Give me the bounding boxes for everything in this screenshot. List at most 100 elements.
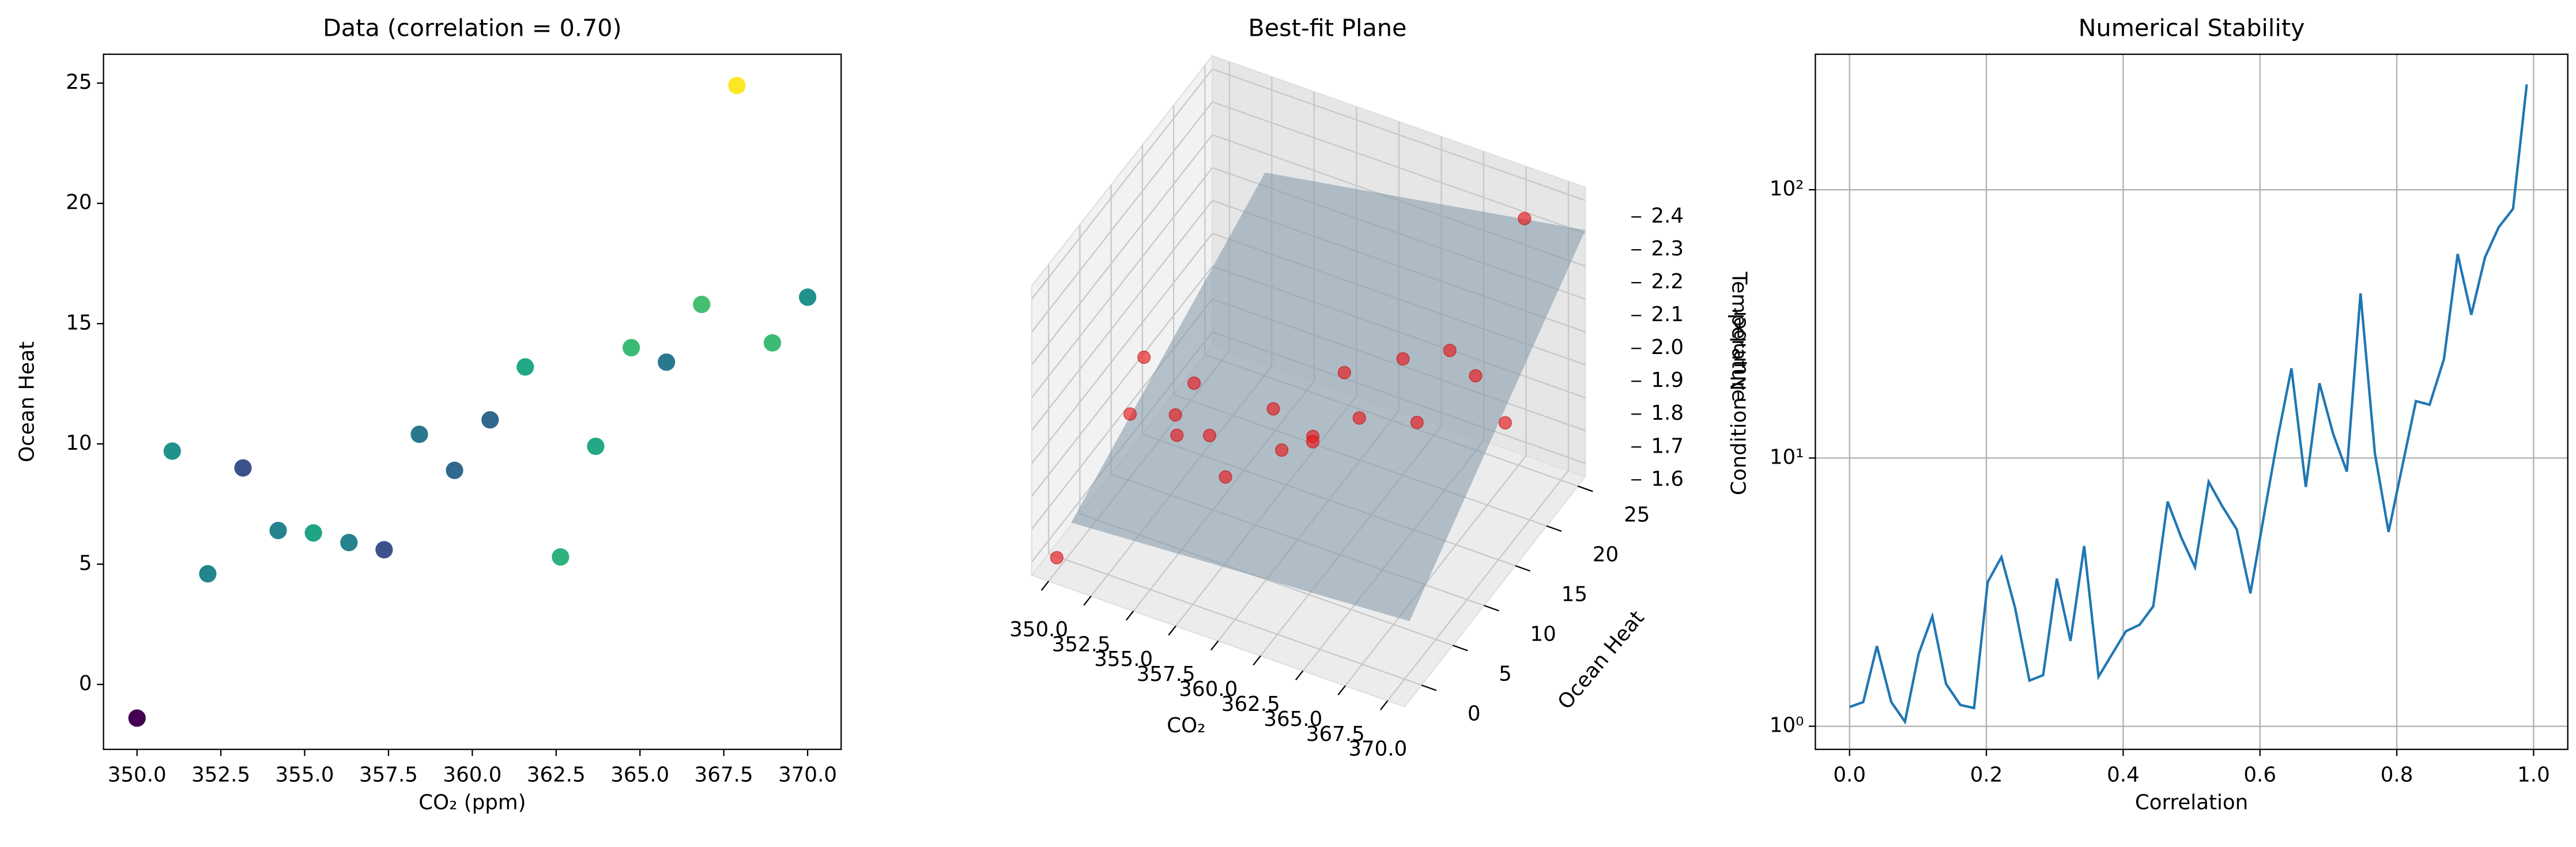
scatter-point-3d	[1518, 212, 1532, 225]
y-tick	[1484, 605, 1499, 612]
z-tick-label: 2.3	[1651, 237, 1684, 261]
x-tick-label: 362.5	[1221, 692, 1280, 716]
scatter-point	[199, 565, 217, 583]
x-tick-label: 1.0	[2517, 763, 2550, 786]
y-tick-label: 15	[1562, 582, 1587, 606]
y-tick-label: 20	[66, 191, 92, 214]
y-tick-label: 5	[1499, 662, 1512, 686]
x-axis-label: CO₂	[1167, 714, 1205, 737]
scatter-point-3d	[1137, 350, 1151, 364]
x-axis-label: Correlation	[2135, 791, 2248, 815]
y-tick-label: 10	[1530, 623, 1556, 646]
scatter-point-3d	[1123, 407, 1137, 421]
x-tick	[1040, 581, 1050, 591]
x-tick-label: 352.5	[191, 763, 250, 786]
chart-title: Best-fit Plane	[1248, 14, 1406, 42]
x-tick-label: 357.5	[1137, 662, 1195, 686]
scatter-point-3d	[1337, 366, 1352, 379]
x-tick-label: 365.0	[610, 763, 669, 786]
x-tick-label: 367.5	[1306, 722, 1365, 746]
x-tick-label: 350.0	[1009, 618, 1068, 641]
x-tick-label: 370.0	[1348, 737, 1407, 761]
x-tick-label: 352.5	[1052, 633, 1111, 656]
x-tick	[1253, 655, 1261, 666]
axes-frame	[103, 53, 842, 750]
x-tick-label: 355.0	[276, 763, 334, 786]
y-tick-label: 10¹	[1770, 445, 1804, 469]
grid-line	[1031, 266, 1213, 497]
scatter-point	[516, 358, 534, 376]
grid-line	[1031, 101, 1213, 333]
y-tick-label: 15	[66, 311, 92, 334]
grid-line	[1345, 455, 1527, 687]
grid-line	[1212, 68, 1586, 201]
scatter-point-3d	[1306, 435, 1320, 449]
chart-title: Numerical Stability	[2079, 14, 2305, 42]
z-tick-label: 1.9	[1651, 368, 1684, 392]
x-tick	[1295, 670, 1304, 681]
scatter-point	[269, 521, 287, 540]
grid-line	[1212, 101, 1586, 234]
z-tick-label: 2.1	[1651, 303, 1684, 326]
fit-plane	[1071, 172, 1586, 622]
y-tick	[1577, 485, 1593, 492]
scatter-point-3d	[1168, 408, 1182, 422]
x-tick-label: 0.6	[2243, 763, 2276, 786]
x-tick-label: 0.8	[2381, 763, 2413, 786]
plot-layer: Data (correlation = 0.70)350.0 352.5 355.0…	[15, 14, 2569, 815]
x-axis-label: CO₂ (ppm)	[418, 791, 526, 815]
grid-line	[1031, 200, 1213, 431]
scatter-point	[552, 548, 569, 566]
scatter-point-3d	[1498, 416, 1513, 430]
x-tick-label: 370.0	[778, 763, 837, 786]
y-axis-label: Condition Number	[1727, 308, 1751, 495]
scatter-point-3d	[1219, 470, 1232, 484]
grid-line	[1031, 69, 1213, 300]
z-tick-label: 1.8	[1651, 401, 1684, 425]
scatter-point	[340, 533, 358, 552]
grid-line	[1387, 470, 1569, 701]
scatter-point	[410, 426, 428, 443]
x-tick-label: 365.0	[1264, 707, 1322, 731]
z-tick-label: 1.7	[1651, 434, 1684, 458]
z-tick-label: 2.0	[1651, 336, 1684, 359]
y-tick-label: 10⁰	[1770, 714, 1804, 737]
x-tick-label: 357.5	[359, 763, 418, 786]
x-tick	[1210, 640, 1219, 651]
z-tick-label: 2.4	[1651, 204, 1684, 228]
scatter-point	[304, 524, 322, 542]
y-tick-label: 10	[66, 431, 92, 455]
y-tick-label: 25	[66, 70, 92, 94]
x-tick-label: 360.0	[443, 763, 501, 786]
y-tick	[1515, 565, 1531, 572]
y-tick	[1546, 525, 1562, 532]
x-tick	[1125, 611, 1134, 621]
scatter-point	[728, 77, 746, 95]
x-tick-label: 0.4	[2107, 763, 2140, 786]
x-tick-label: 0.2	[1970, 763, 2003, 786]
y-tick-label: 25	[1624, 503, 1650, 526]
scatter-point-3d	[1202, 428, 1217, 442]
scatter-point	[163, 442, 181, 460]
scatter-point-3d	[1050, 551, 1064, 564]
scatter-point-3d	[1187, 376, 1201, 390]
x-tick	[1083, 596, 1092, 606]
grid-line	[1031, 134, 1213, 366]
y-tick-label: 20	[1593, 543, 1619, 566]
scatter-point	[658, 353, 676, 371]
axes-frame	[1815, 53, 2569, 750]
y-tick	[1421, 684, 1437, 691]
x-tick-label: 367.5	[695, 763, 753, 786]
scatter-point	[446, 461, 463, 479]
z-tick-label: 2.2	[1651, 270, 1684, 293]
scatter-point	[798, 288, 817, 306]
x-tick	[1168, 625, 1176, 636]
data-line	[1849, 84, 2528, 725]
grid-line	[1031, 233, 1213, 464]
scatter-point	[763, 334, 782, 352]
scatter-point-3d	[1469, 369, 1483, 383]
scatter-point	[375, 541, 393, 559]
scatter-point	[481, 411, 499, 429]
